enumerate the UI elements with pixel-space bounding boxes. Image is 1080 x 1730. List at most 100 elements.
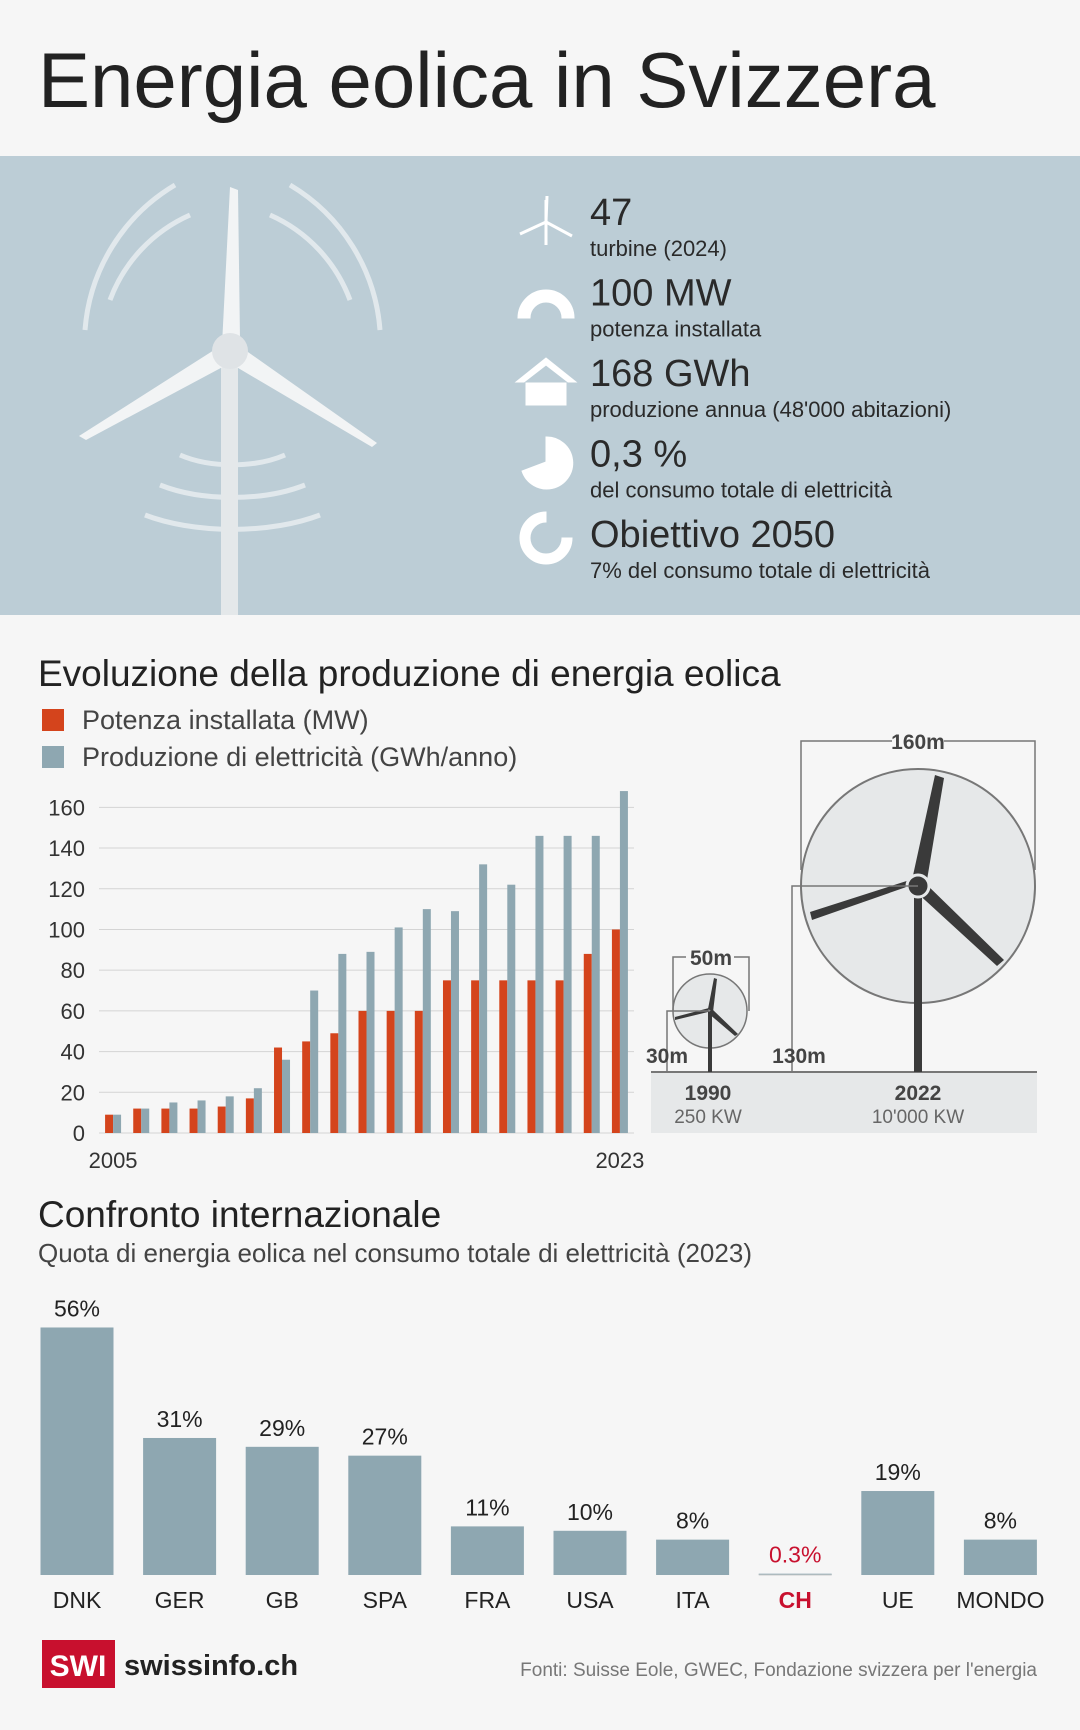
- legend-swatch: [42, 746, 64, 768]
- source: Fonti: Suisse Eole, GWEC, Fondazione svi…: [520, 1660, 1037, 1681]
- category-label: FRA: [464, 1587, 511, 1613]
- bar: [274, 1047, 283, 1133]
- value-label: 56%: [54, 1295, 100, 1321]
- blade: [810, 878, 916, 920]
- bar: [358, 1010, 367, 1133]
- bar: [414, 1010, 423, 1133]
- value-label: 8%: [676, 1508, 709, 1534]
- y-tick-label: 120: [48, 877, 85, 902]
- bar: [583, 953, 592, 1133]
- stat-label: potenza installata: [590, 317, 762, 342]
- y-tick-label: 100: [48, 917, 85, 942]
- bar: [217, 1106, 226, 1133]
- ground-panel: [651, 1072, 1037, 1133]
- label-bg: [892, 730, 944, 752]
- value-label: 11%: [465, 1494, 509, 1520]
- bar: [302, 1041, 311, 1133]
- bar: [394, 927, 403, 1133]
- logo-box: [42, 1640, 115, 1688]
- blade: [708, 1009, 738, 1036]
- y-tick-label: 80: [61, 958, 85, 983]
- blade: [708, 978, 717, 1012]
- brand: swissinfo.ch: [124, 1650, 298, 1682]
- bar: [348, 1455, 422, 1575]
- y-tick-label: 160: [48, 795, 85, 820]
- diameter: 50m: [690, 947, 732, 970]
- bar: [619, 791, 628, 1133]
- bar: [471, 980, 480, 1133]
- bar: [366, 951, 375, 1133]
- stat-label: 7% del consumo totale di elettricità: [590, 558, 931, 583]
- bar: [143, 1437, 217, 1575]
- bar: [963, 1539, 1037, 1575]
- hub-height: 30m: [646, 1045, 688, 1068]
- stat-value: 47: [590, 192, 632, 234]
- value-label: 31%: [157, 1406, 203, 1432]
- category-label: DNK: [53, 1587, 102, 1613]
- hub-height: 130m: [772, 1045, 826, 1068]
- stat-value: 0,3 %: [590, 434, 687, 476]
- production-chart: Evoluzione della produzione di energia e…: [38, 653, 781, 1173]
- bar: [141, 1108, 150, 1133]
- diameter: 160m: [891, 731, 945, 754]
- stat-label: produzione annua (48'000 abitazioni): [590, 397, 951, 422]
- stat-icons: [514, 195, 578, 565]
- bar: [386, 1010, 395, 1133]
- category-label: SPA: [363, 1587, 408, 1613]
- category-label: ITA: [676, 1587, 711, 1613]
- bar: [479, 864, 488, 1133]
- category-label: GB: [266, 1587, 299, 1613]
- bar: [330, 1033, 339, 1133]
- turbine-blade: [222, 187, 240, 345]
- category-label: CH: [779, 1587, 812, 1613]
- bar: [40, 1327, 114, 1575]
- y-tick-label: 20: [61, 1080, 85, 1105]
- bar: [105, 1114, 114, 1133]
- bar: [861, 1491, 935, 1575]
- turbine-hub: [212, 333, 248, 369]
- x-tick-label: 2023: [595, 1148, 644, 1173]
- bar: [656, 1539, 730, 1575]
- value-label: 29%: [259, 1415, 305, 1441]
- bar: [535, 835, 544, 1133]
- legend-swatch: [42, 709, 64, 731]
- bar: [591, 835, 600, 1133]
- stat-value: 168 GWh: [590, 353, 751, 395]
- icon-gauge: [517, 289, 575, 319]
- bar: [442, 980, 451, 1133]
- stat-value: 100 MW: [590, 273, 732, 315]
- year: 2022: [895, 1082, 942, 1105]
- blade: [912, 775, 944, 886]
- value-label: 27%: [362, 1424, 408, 1450]
- bar: [450, 911, 459, 1133]
- bar: [507, 884, 516, 1133]
- bar: [499, 980, 508, 1133]
- turbine-blade: [79, 345, 232, 440]
- bar: [245, 1446, 319, 1575]
- bar: [113, 1114, 122, 1133]
- logo: SWI: [50, 1650, 107, 1683]
- bar: [310, 990, 319, 1133]
- category-label: UE: [882, 1587, 914, 1613]
- legend-label: Produzione di elettricità (GWh/anno): [82, 742, 517, 772]
- stat-value: Obiettivo 2050: [590, 514, 835, 556]
- value-label: 19%: [875, 1459, 921, 1485]
- chart-subtitle: Quota di energia eolica nel consumo tota…: [38, 1238, 752, 1268]
- category-label: USA: [566, 1587, 614, 1613]
- value-label: 8%: [984, 1508, 1017, 1534]
- chart-title: Confronto internazionale: [38, 1194, 441, 1235]
- bar: [450, 1526, 524, 1575]
- icon-pie: [521, 436, 574, 490]
- bar: [253, 1088, 262, 1133]
- icon-turbine: [519, 195, 573, 245]
- blade: [914, 880, 1004, 966]
- power: 10'000 KW: [872, 1107, 964, 1128]
- y-tick-label: 0: [73, 1121, 85, 1146]
- bar: [245, 1098, 254, 1133]
- bar: [161, 1108, 170, 1133]
